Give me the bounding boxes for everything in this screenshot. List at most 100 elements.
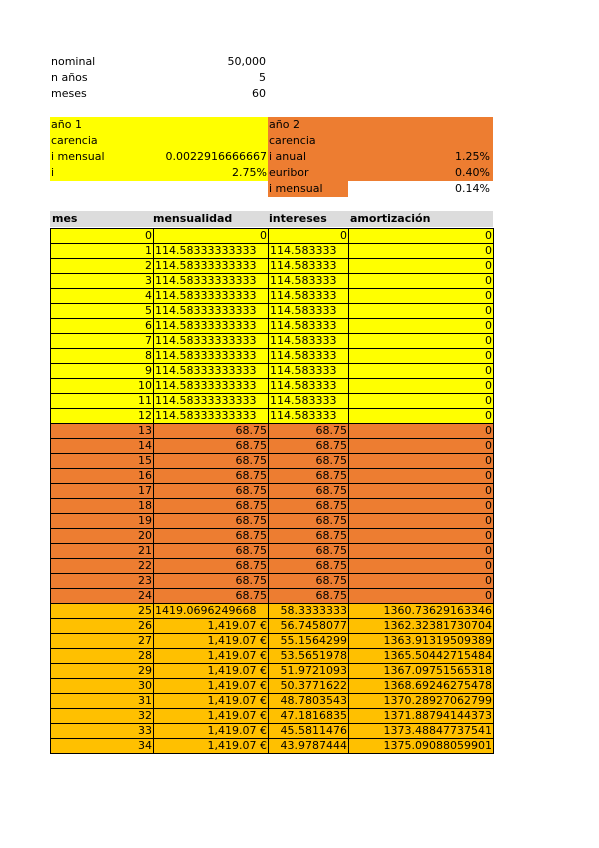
- cell-intereses[interactable]: 68.75: [268, 528, 349, 544]
- cell-amortizacion[interactable]: 0: [348, 273, 494, 289]
- cell-intereses[interactable]: 68.75: [268, 483, 349, 499]
- cell-intereses[interactable]: 114.583333: [268, 393, 349, 409]
- cell-intereses[interactable]: 68.75: [268, 453, 349, 469]
- cell-mensualidad[interactable]: 68.75: [153, 438, 269, 454]
- cell-mensualidad[interactable]: 68.75: [153, 498, 269, 514]
- cell-mes[interactable]: 16: [50, 468, 154, 484]
- cell-mes[interactable]: 2: [50, 258, 154, 274]
- cell-mes[interactable]: 33: [50, 723, 154, 739]
- cell-amortizacion[interactable]: 0: [348, 393, 494, 409]
- cell-intereses[interactable]: 68.75: [268, 468, 349, 484]
- cell-amortizacion[interactable]: 0: [348, 348, 494, 364]
- cell-mensualidad[interactable]: 1,419.07 €: [153, 663, 269, 679]
- cell-intereses[interactable]: 68.75: [268, 498, 349, 514]
- cell-amortizacion[interactable]: 0: [348, 318, 494, 334]
- months-value[interactable]: 60: [252, 87, 266, 100]
- cell-mensualidad[interactable]: 68.75: [153, 468, 269, 484]
- cell-amortizacion[interactable]: 0: [348, 573, 494, 589]
- cell-amortizacion[interactable]: 0: [348, 243, 494, 259]
- cell-amortizacion[interactable]: 0: [348, 333, 494, 349]
- cell-mensualidad[interactable]: 1,419.07 €: [153, 618, 269, 634]
- cell-intereses[interactable]: 114.583333: [268, 333, 349, 349]
- cell-mensualidad[interactable]: 114.58333333333: [153, 303, 269, 319]
- cell-amortizacion[interactable]: 0: [348, 513, 494, 529]
- cell-amortizacion[interactable]: 0: [348, 423, 494, 439]
- cell-intereses[interactable]: 68.75: [268, 573, 349, 589]
- cell-intereses[interactable]: 58.3333333: [268, 603, 349, 619]
- cell-mes[interactable]: 20: [50, 528, 154, 544]
- cell-mensualidad[interactable]: 114.58333333333: [153, 348, 269, 364]
- cell-amortizacion[interactable]: 1367.09751565318: [348, 663, 494, 679]
- cell-intereses[interactable]: 50.3771622: [268, 678, 349, 694]
- cell-mensualidad[interactable]: 1,419.07 €: [153, 633, 269, 649]
- cell-mes[interactable]: 3: [50, 273, 154, 289]
- cell-mes[interactable]: 14: [50, 438, 154, 454]
- cell-mes[interactable]: 26: [50, 618, 154, 634]
- cell-mensualidad[interactable]: 1,419.07 €: [153, 648, 269, 664]
- cell-mes[interactable]: 17: [50, 483, 154, 499]
- cell-mes[interactable]: 7: [50, 333, 154, 349]
- year2-monthly-value[interactable]: 0.14%: [455, 182, 490, 195]
- cell-amortizacion[interactable]: 0: [348, 363, 494, 379]
- cell-mes[interactable]: 28: [50, 648, 154, 664]
- cell-intereses[interactable]: 68.75: [268, 438, 349, 454]
- cell-intereses[interactable]: 68.75: [268, 588, 349, 604]
- years-value[interactable]: 5: [259, 71, 266, 84]
- cell-intereses[interactable]: 114.583333: [268, 378, 349, 394]
- cell-amortizacion[interactable]: 0: [348, 558, 494, 574]
- cell-amortizacion[interactable]: 0: [348, 258, 494, 274]
- cell-mensualidad[interactable]: 68.75: [153, 573, 269, 589]
- cell-amortizacion[interactable]: 0: [348, 228, 494, 244]
- cell-mes[interactable]: 18: [50, 498, 154, 514]
- cell-mensualidad[interactable]: 114.58333333333: [153, 258, 269, 274]
- cell-intereses[interactable]: 114.583333: [268, 408, 349, 424]
- cell-amortizacion[interactable]: 1360.73629163346: [348, 603, 494, 619]
- cell-intereses[interactable]: 114.583333: [268, 318, 349, 334]
- cell-mes[interactable]: 6: [50, 318, 154, 334]
- cell-intereses[interactable]: 68.75: [268, 543, 349, 559]
- cell-mensualidad[interactable]: 68.75: [153, 528, 269, 544]
- cell-mes[interactable]: 30: [50, 678, 154, 694]
- cell-intereses[interactable]: 56.7458077: [268, 618, 349, 634]
- cell-intereses[interactable]: 68.75: [268, 423, 349, 439]
- cell-mensualidad[interactable]: 114.58333333333: [153, 243, 269, 259]
- cell-mes[interactable]: 27: [50, 633, 154, 649]
- cell-intereses[interactable]: 47.1816835: [268, 708, 349, 724]
- cell-intereses[interactable]: 114.583333: [268, 273, 349, 289]
- cell-mensualidad[interactable]: 114.58333333333: [153, 333, 269, 349]
- cell-amortizacion[interactable]: 0: [348, 468, 494, 484]
- cell-amortizacion[interactable]: 0: [348, 408, 494, 424]
- cell-mes[interactable]: 25: [50, 603, 154, 619]
- cell-intereses[interactable]: 114.583333: [268, 363, 349, 379]
- year2-annual-value[interactable]: 1.25%: [455, 150, 490, 163]
- cell-amortizacion[interactable]: 0: [348, 303, 494, 319]
- cell-intereses[interactable]: 51.9721093: [268, 663, 349, 679]
- cell-intereses[interactable]: 114.583333: [268, 303, 349, 319]
- cell-mensualidad[interactable]: 68.75: [153, 453, 269, 469]
- cell-intereses[interactable]: 43.9787444: [268, 738, 349, 754]
- cell-amortizacion[interactable]: 0: [348, 483, 494, 499]
- cell-mes[interactable]: 1: [50, 243, 154, 259]
- cell-mensualidad[interactable]: 114.58333333333: [153, 273, 269, 289]
- cell-amortizacion[interactable]: 0: [348, 438, 494, 454]
- cell-mes[interactable]: 11: [50, 393, 154, 409]
- cell-mensualidad[interactable]: 114.58333333333: [153, 408, 269, 424]
- cell-mensualidad[interactable]: 1,419.07 €: [153, 693, 269, 709]
- cell-mes[interactable]: 10: [50, 378, 154, 394]
- cell-mes[interactable]: 19: [50, 513, 154, 529]
- nominal-value[interactable]: 50,000: [227, 55, 267, 68]
- cell-amortizacion[interactable]: 0: [348, 498, 494, 514]
- year1-monthly-value[interactable]: 0.0022916666667: [165, 150, 267, 163]
- cell-mensualidad[interactable]: 114.58333333333: [153, 378, 269, 394]
- cell-mensualidad[interactable]: 114.58333333333: [153, 363, 269, 379]
- cell-mensualidad[interactable]: 1419.0696249668: [153, 603, 269, 619]
- cell-mes[interactable]: 15: [50, 453, 154, 469]
- cell-amortizacion[interactable]: 1363.91319509389: [348, 633, 494, 649]
- cell-mensualidad[interactable]: 1,419.07 €: [153, 678, 269, 694]
- cell-mensualidad[interactable]: 1,419.07 €: [153, 708, 269, 724]
- cell-amortizacion[interactable]: 1375.09088059901: [348, 738, 494, 754]
- cell-amortizacion[interactable]: 1370.28927062799: [348, 693, 494, 709]
- cell-amortizacion[interactable]: 0: [348, 378, 494, 394]
- cell-intereses[interactable]: 114.583333: [268, 243, 349, 259]
- cell-mes[interactable]: 5: [50, 303, 154, 319]
